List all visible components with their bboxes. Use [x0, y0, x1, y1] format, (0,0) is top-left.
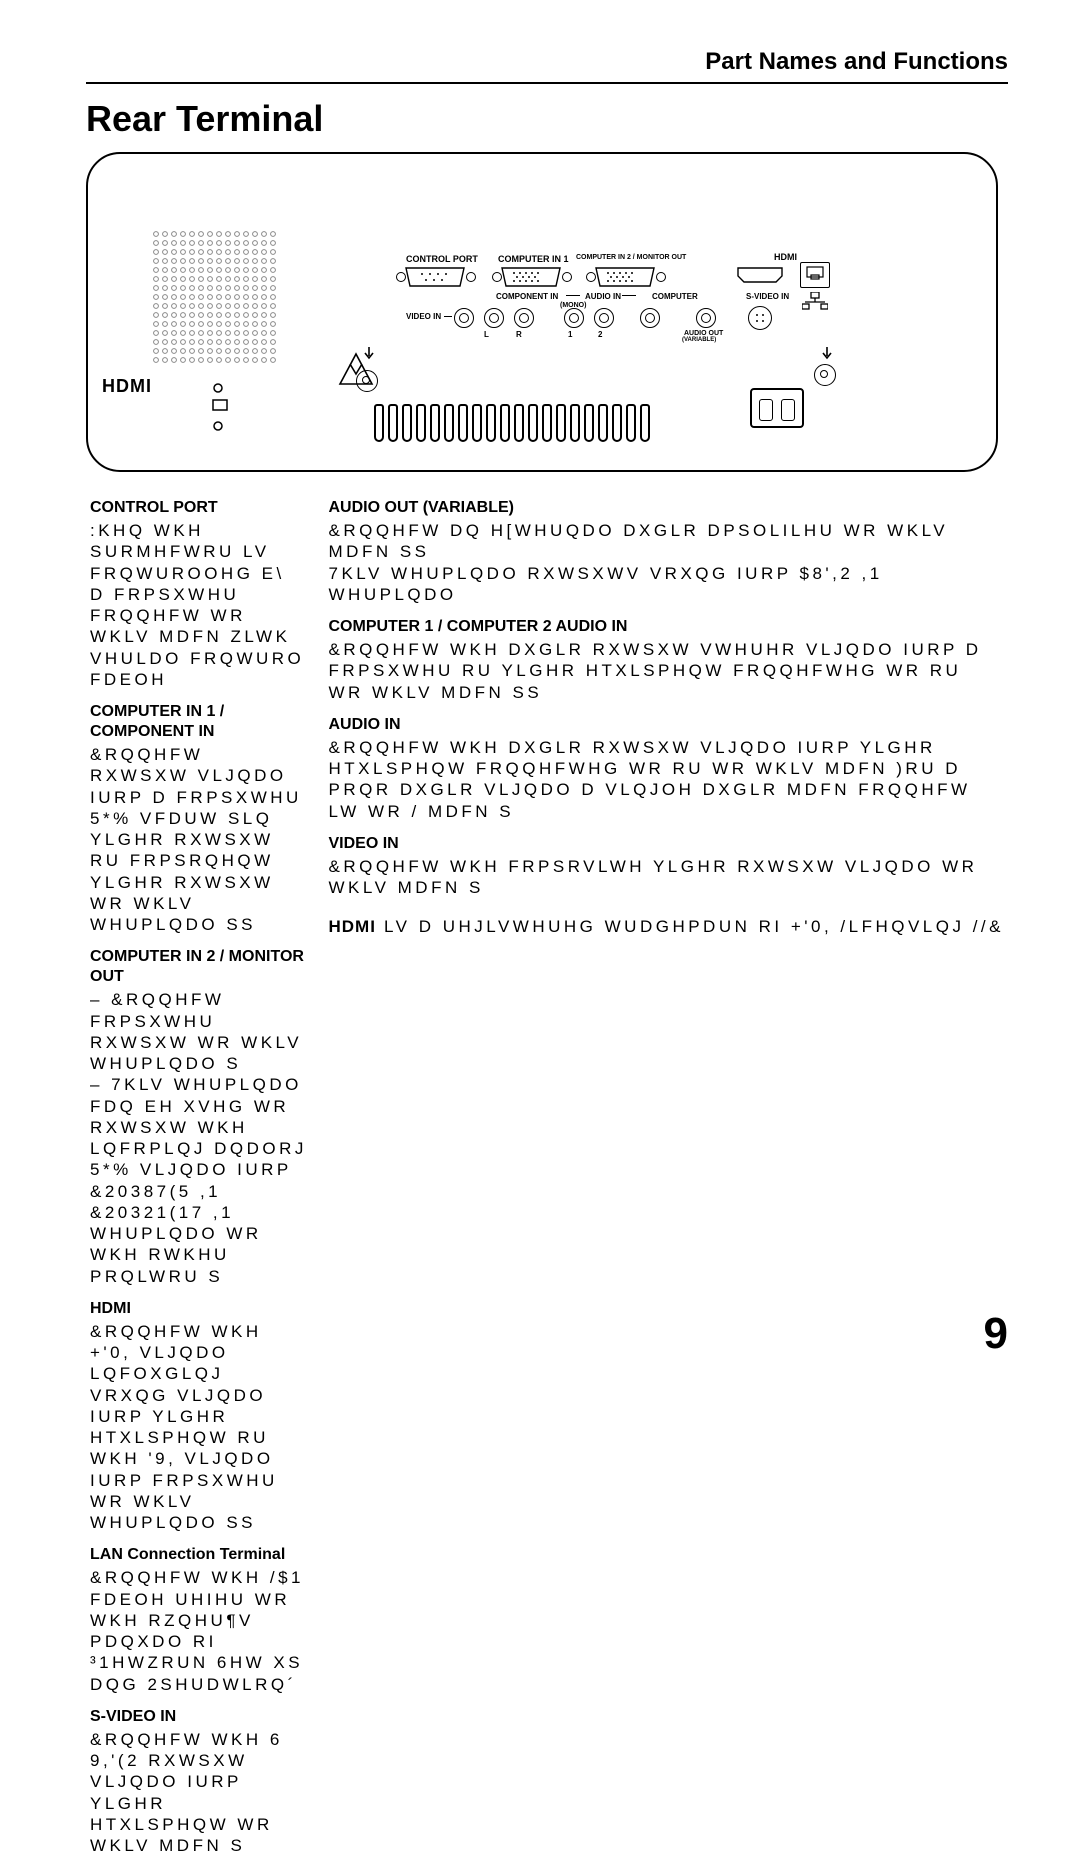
text-audio-out: &RQQHFW DQ H[WHUQDO DXGLR DPSOLILHU WR W…	[329, 520, 1005, 605]
connector-block: CONTROL PORT COMPUTER IN 1 COMPUTER IN 2…	[396, 254, 836, 342]
screw-dot	[492, 272, 502, 282]
text-lan: &RQQHFW WKH /$1 FDEOH UHIHU WR WKH RZQHU…	[90, 1567, 309, 1695]
heading-lan: LAN Connection Terminal	[90, 1545, 309, 1565]
label-line	[622, 295, 636, 296]
description-columns: CONTROL PORT :KHQ WKH SURMHFWRU LV FRQWU…	[90, 498, 1004, 1860]
screw-dot	[586, 272, 596, 282]
page-number: 9	[984, 1309, 1008, 1359]
fan-slots	[352, 398, 672, 442]
port-power	[750, 388, 804, 428]
label-audio-in: AUDIO IN	[585, 292, 621, 301]
port-rca-comp-1	[564, 308, 584, 328]
heading-video-in: VIDEO IN	[329, 834, 1005, 854]
label-s-video-in: S-VIDEO IN	[746, 292, 789, 301]
page-title: Rear Terminal	[86, 98, 323, 140]
mounting-hole	[356, 370, 378, 392]
label-audio-l: L	[484, 330, 489, 339]
section-header: Part Names and Functions	[705, 48, 1008, 76]
header-rule	[86, 82, 1008, 84]
arrow-down-icon	[362, 346, 374, 360]
mounting-hole	[814, 364, 836, 386]
label-audio-out: AUDIO OUT	[684, 330, 723, 337]
page: Part Names and Functions Rear Terminal /…	[0, 0, 1080, 1397]
port-rca-comp-2	[594, 308, 614, 328]
label-variable: (VARIABLE)	[682, 337, 716, 343]
heading-control-port: CONTROL PORT	[90, 498, 309, 518]
port-rca-audio-r	[514, 308, 534, 328]
port-rca-audio-out	[696, 308, 716, 328]
text-cin2: – &RQQHFW FRPSXWHU RXWSXW WR WKLV WHUPLQ…	[90, 989, 309, 1287]
text-svideo: &RQQHFW WKH 6 9,'(2 RXWSXW VLJQDO IURP Y…	[90, 1729, 309, 1857]
label-control-port: CONTROL PORT	[406, 254, 478, 264]
port-s-video	[748, 306, 772, 330]
heading-cin2: COMPUTER IN 2 / MONITOR OUT	[90, 947, 309, 987]
label-audio-1: 1	[568, 330, 572, 339]
hdmi-footnote: HDMI LV D UHJLVWHUHG WUDGHPDUN RI +'0, /…	[329, 916, 1005, 937]
port-hdmi	[736, 266, 784, 284]
port-control	[402, 266, 468, 288]
heading-audio-out: AUDIO OUT (VARIABLE)	[329, 498, 1005, 518]
left-column: CONTROL PORT :KHQ WKH SURMHFWRU LV FRQWU…	[90, 498, 309, 1860]
label-mono: (MONO)	[560, 302, 586, 309]
port-rca-computer	[640, 308, 660, 328]
text-cin1: &RQQHFW RXWSXW VLJQDO IURP D FRPSXWHU 5*…	[90, 744, 309, 935]
heading-cin1: COMPUTER IN 1 / COMPONENT IN	[90, 702, 309, 742]
port-vga-2	[592, 266, 658, 288]
label-hdmi: HDMI	[774, 252, 797, 262]
label-computer: COMPUTER	[652, 292, 698, 301]
screw-dot	[656, 272, 666, 282]
label-line	[566, 295, 580, 296]
text-hdmi: &RQQHFW WKH +'0, VLJQDO LQFOXGLQJ VRXQG …	[90, 1321, 309, 1534]
lan-icon	[802, 292, 828, 310]
hdmi-logo-inline: HDMI	[329, 916, 376, 937]
hdmi-footnote-text: LV D UHJLVWHUHG WUDGHPDUN RI +'0, /LFHQV…	[384, 916, 1004, 937]
arrow-down-icon	[820, 346, 832, 360]
label-audio-r: R	[516, 330, 522, 339]
port-lan	[800, 262, 830, 288]
heading-computer-audio-in: COMPUTER 1 / COMPUTER 2 AUDIO IN	[329, 617, 1005, 637]
text-control-port: :KHQ WKH SURMHFWRU LV FRQWUROOHG E\ D FR…	[90, 520, 309, 690]
label-component-in: COMPONENT IN	[496, 292, 558, 301]
port-vga-1	[498, 266, 564, 288]
screw-dot	[396, 272, 406, 282]
screw-dot	[466, 272, 476, 282]
label-computer-in-1: COMPUTER IN 1	[498, 254, 569, 264]
label-video-in: VIDEO IN	[406, 312, 441, 321]
text-audio-in: &RQQHFW WKH DXGLR RXWSXW VLJQDO IURP YLG…	[329, 737, 1005, 822]
heading-svideo: S-VIDEO IN	[90, 1707, 309, 1727]
heading-audio-in: AUDIO IN	[329, 715, 1005, 735]
text-video-in: &RQQHFW WKH FRPSRVLWH YLGHR RXWSXW VLJQD…	[329, 856, 1005, 899]
vent-grille	[152, 230, 284, 370]
port-rca-audio-l	[484, 308, 504, 328]
mounting-markers	[212, 382, 236, 434]
label-line	[444, 316, 452, 317]
screw-dot	[562, 272, 572, 282]
vent-row	[484, 272, 740, 273]
text-computer-audio-in: &RQQHFW WKH DXGLR RXWSXW VWHUHR VLJQDO I…	[329, 639, 1005, 703]
label-audio-2: 2	[598, 330, 602, 339]
hdmi-logo: HDMI	[102, 376, 152, 397]
heading-hdmi: HDMI	[90, 1299, 309, 1319]
right-column: AUDIO OUT (VARIABLE) &RQQHFW DQ H[WHUQDO…	[329, 498, 1005, 1860]
label-computer-in-2-mon: COMPUTER IN 2 / MONITOR OUT	[576, 254, 686, 261]
port-rca-video	[454, 308, 474, 328]
